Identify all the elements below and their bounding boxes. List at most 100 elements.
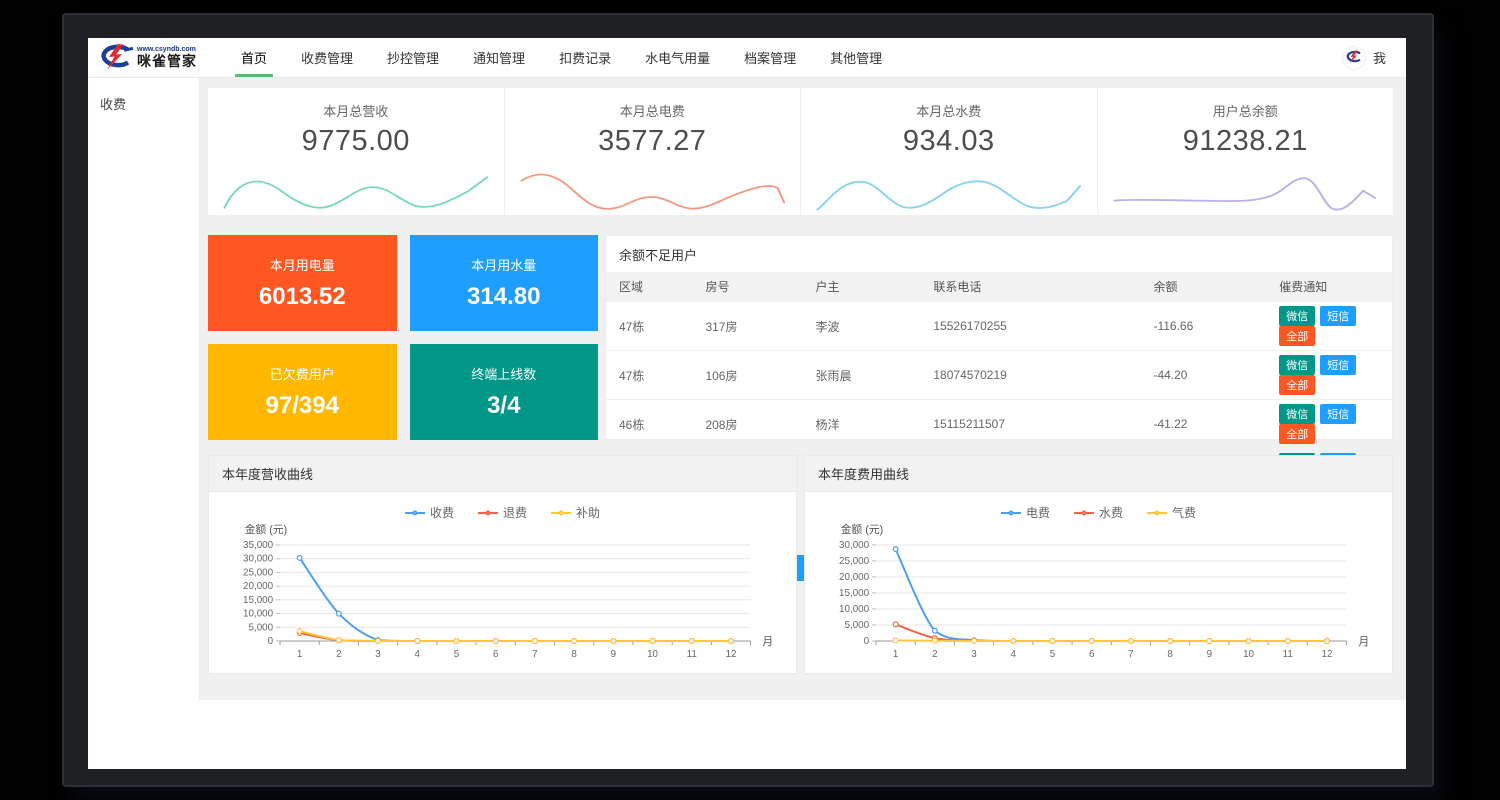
user-avatar-icon — [1341, 45, 1366, 70]
svg-text:20,000: 20,000 — [243, 581, 274, 592]
svg-text:11: 11 — [1283, 649, 1294, 660]
svg-text:金额 (元): 金额 (元) — [245, 522, 288, 536]
kpi-tile-3[interactable]: 终端上线数 3/4 — [409, 344, 598, 440]
table-row: 46栋 208房 杨洋 15115211507 -41.22 微信 短信全部 — [606, 399, 1392, 449]
main-nav: 首页 收费管理 抄控管理 通知管理 扣费记录 水电气用量 档案管理 其他管理 — [224, 38, 899, 77]
sms-notify-button[interactable]: 短信 — [1320, 404, 1357, 424]
svg-text:4: 4 — [415, 649, 421, 660]
svg-text:6: 6 — [1089, 649, 1095, 660]
chart-panel-1: 本年度费用曲线 电费 水费 气费 0 5,000 10,000 15,000 20,000 25,… — [804, 455, 1393, 674]
stat-value: 3577.27 — [598, 125, 707, 157]
cell-actions: 微信短信全部 — [1266, 301, 1392, 351]
cell-balance: -116.66 — [1140, 301, 1267, 351]
main-content: 本月总营收 9775.00 本月总电费 3577.27 本月总水费 934.03 用户总余额… — [200, 78, 1406, 700]
kpi-tile-0[interactable]: 本月用电量 6013.52 — [208, 235, 397, 331]
cell-owner: 张雨晨 — [802, 350, 921, 400]
top-navbar: www.csyndb.com 咪雀管家 首页 收费管理 抄控管理 通知管理 扣费记录 水电… — [88, 38, 1406, 78]
nav-item-4[interactable]: 扣费记录 — [559, 51, 612, 66]
kpi-tile-1[interactable]: 本月用水量 314.80 — [409, 235, 598, 331]
nav-item-2[interactable]: 抄控管理 — [387, 51, 440, 66]
nav-item-6[interactable]: 档案管理 — [744, 51, 797, 66]
nav-item-3[interactable]: 通知管理 — [473, 51, 526, 66]
stat-value: 9775.00 — [301, 125, 410, 157]
svg-text:9: 9 — [1207, 649, 1213, 660]
nav-item-7[interactable]: 其他管理 — [830, 51, 883, 66]
column-header: 区域 — [619, 280, 644, 294]
sidebar-item-fees[interactable]: 收费 — [100, 97, 127, 112]
cell-actions: 微信短信全部 — [1266, 399, 1392, 449]
legend-label: 补助 — [576, 506, 601, 520]
brand-logo[interactable]: www.csyndb.com 咪雀管家 — [88, 38, 212, 77]
svg-text:10,000: 10,000 — [243, 609, 274, 620]
column-header: 催费通知 — [1279, 280, 1328, 294]
mid-row: 本月用电量 6013.52 本月用水量 314.80 已欠费用户 97/394 终端上线数 3… — [208, 235, 1393, 581]
legend-marker-icon — [1073, 510, 1094, 515]
stat-card-0: 本月总营收 9775.00 — [208, 88, 504, 215]
legend-label: 收费 — [429, 506, 454, 520]
tile-label: 本月用电量 — [269, 258, 335, 273]
svg-text:25,000: 25,000 — [839, 556, 870, 567]
stat-sparkline — [816, 180, 1082, 211]
stat-label: 用户总余额 — [1212, 104, 1278, 119]
tile-value: 314.80 — [467, 283, 541, 310]
cell-owner: 杨洋 — [802, 399, 921, 449]
svg-text:8: 8 — [571, 649, 577, 660]
legend-item-1[interactable]: 水费 — [1073, 504, 1123, 521]
monitor-bezel: www.csyndb.com 咪雀管家 首页 收费管理 抄控管理 通知管理 扣费记录 水电… — [62, 13, 1434, 787]
cell-owner: 李波 — [802, 301, 921, 351]
cell-balance: -44.20 — [1140, 350, 1267, 400]
all-notify-button[interactable]: 全部 — [1279, 326, 1316, 346]
legend-label: 退费 — [502, 506, 527, 520]
stats-panel: 本月总营收 9775.00 本月总电费 3577.27 本月总水费 934.03 用户总余额… — [208, 88, 1393, 215]
tile-label: 已欠费用户 — [269, 367, 335, 382]
kpi-tile-2[interactable]: 已欠费用户 97/394 — [208, 344, 397, 440]
svg-text:3: 3 — [375, 649, 381, 660]
sms-notify-button[interactable]: 短信 — [1320, 355, 1357, 375]
svg-text:5: 5 — [1050, 649, 1056, 660]
svg-text:12: 12 — [726, 649, 737, 660]
nav-item-5[interactable]: 水电气用量 — [645, 51, 711, 66]
wechat-notify-button[interactable]: 微信 — [1279, 306, 1316, 326]
legend-dot-icon — [1154, 510, 1160, 515]
svg-text:25,000: 25,000 — [243, 567, 274, 578]
chart-legend: 收费 退费 补助 — [217, 504, 788, 521]
legend-item-2[interactable]: 补助 — [551, 504, 600, 521]
svg-text:2: 2 — [932, 649, 938, 660]
svg-text:0: 0 — [268, 636, 274, 647]
sms-notify-button[interactable]: 短信 — [1320, 306, 1357, 326]
brand-text: www.csyndb.com 咪雀管家 — [137, 46, 197, 69]
legend-item-2[interactable]: 气费 — [1147, 504, 1196, 521]
svg-text:0: 0 — [864, 636, 870, 647]
cell-balance: -41.22 — [1140, 399, 1267, 449]
svg-text:金额 (元): 金额 (元) — [841, 522, 884, 536]
legend-item-1[interactable]: 退费 — [477, 504, 527, 521]
stat-sparkline — [1112, 177, 1376, 211]
cell-phone: 15526170255 — [920, 301, 1141, 351]
stat-card-1: 本月总电费 3577.27 — [503, 88, 801, 215]
wechat-notify-button[interactable]: 微信 — [1279, 404, 1316, 424]
svg-text:1: 1 — [297, 649, 303, 660]
svg-text:7: 7 — [532, 649, 538, 660]
chart-title: 本年度费用曲线 — [805, 456, 1392, 492]
all-notify-button[interactable]: 全部 — [1279, 375, 1316, 395]
nav-item-1[interactable]: 收费管理 — [301, 51, 354, 66]
svg-text:15,000: 15,000 — [243, 595, 274, 606]
wechat-notify-button[interactable]: 微信 — [1279, 355, 1316, 375]
legend-marker-icon — [1000, 510, 1021, 515]
svg-text:30,000: 30,000 — [243, 554, 274, 565]
svg-text:8: 8 — [1167, 649, 1173, 660]
all-notify-button[interactable]: 全部 — [1279, 424, 1316, 444]
brand-logo-icon — [101, 43, 134, 70]
legend-dot-icon — [558, 510, 564, 515]
legend-item-0[interactable]: 收费 — [404, 504, 454, 521]
svg-text:10,000: 10,000 — [839, 604, 870, 615]
nav-item-0[interactable]: 首页 — [224, 38, 284, 77]
legend-item-0[interactable]: 电费 — [1000, 504, 1050, 521]
legend-label: 水费 — [1098, 506, 1123, 520]
line-chart-svg: 0 5,000 10,000 15,000 20,000 25,000 30,000 35,0… — [243, 522, 773, 660]
svg-text:11: 11 — [687, 649, 698, 660]
stat-value: 91238.21 — [1182, 125, 1308, 157]
chart-body: 收费 退费 补助 0 5,000 10,000 15,000 20,000 25,000 30,0… — [209, 492, 796, 673]
user-menu[interactable]: 我 — [1341, 38, 1406, 77]
